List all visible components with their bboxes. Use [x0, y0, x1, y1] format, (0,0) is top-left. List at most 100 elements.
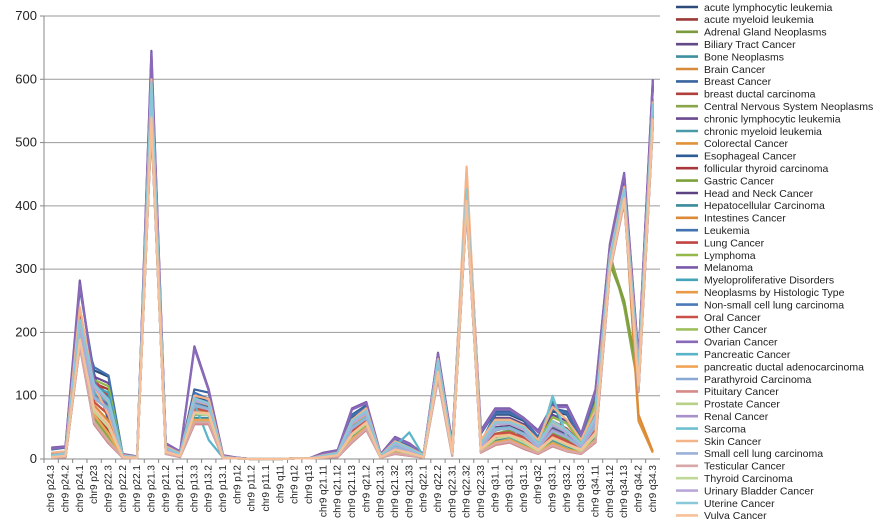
y-tick-label: 200 — [15, 324, 37, 339]
x-tick-label: chr9 q21.33 — [404, 465, 415, 518]
legend-label: acute lymphocytic leukemia — [704, 2, 833, 14]
legend-label: chronic myeloid leukemia — [704, 126, 822, 138]
x-tick-label: chr9 q13 — [304, 465, 315, 504]
y-tick-label: 0 — [30, 451, 37, 466]
y-tick-label: 700 — [15, 8, 37, 23]
x-tick-label: chr9 q22.2 — [433, 465, 444, 513]
y-tick-label: 100 — [15, 388, 37, 403]
legend-label: Myeloproliferative Disorders — [704, 275, 834, 287]
legend-label: Neoplasms by Histologic Type — [704, 287, 845, 299]
legend-label: Bone Neoplasms — [704, 51, 784, 63]
legend-label: Breast Cancer — [704, 76, 772, 88]
x-tick-label: chr9 q22.33 — [476, 465, 487, 518]
legend-label: Testicular Cancer — [704, 461, 786, 473]
legend-label: Brain Cancer — [704, 64, 766, 76]
legend-label: Gastric Cancer — [704, 175, 775, 187]
legend-label: Urinary Bladder Cancer — [704, 485, 814, 497]
legend-label: Uterine Cancer — [704, 498, 775, 510]
x-tick-label: chr9 p24.2 — [60, 465, 71, 513]
x-tick-label: chr9 p11.2 — [247, 465, 258, 512]
x-tick-label: chr9 p23 — [89, 465, 100, 504]
x-tick-label: chr9 p12 — [232, 465, 243, 504]
axes — [43, 16, 660, 460]
legend-label: Vulva Cancer — [704, 510, 767, 522]
legend-label: Adrenal Gland Neoplasms — [704, 27, 827, 39]
x-tick-label: chr9 p22.3 — [103, 465, 114, 513]
x-tick-label: chr9 q34.2 — [634, 465, 645, 513]
legend-label: Ovarian Cancer — [704, 337, 778, 349]
series-line — [51, 81, 654, 461]
x-tick-label: chr9 q34.13 — [619, 465, 630, 518]
x-tick-label: chr9 q21.11 — [318, 465, 329, 518]
x-tick-label: chr9 q32 — [533, 465, 544, 504]
series-lines — [51, 49, 654, 461]
series-line — [51, 116, 654, 461]
legend-label: Skin Cancer — [704, 436, 762, 448]
x-tick-label: chr9 p13.3 — [189, 465, 200, 513]
x-tick-label: chr9 p11.1 — [261, 465, 272, 512]
x-tick-label: chr9 q31.3 — [519, 465, 530, 513]
x-tick-labels: chr9 p24.3 chr9 p24.2 chr9 p24.1 chr9 p23 ch… — [43, 459, 659, 518]
y-tick-labels: 0 100 200 300 400 500 600 700 — [15, 8, 37, 466]
x-tick-label: chr9 q21.12 — [333, 465, 344, 518]
legend-label: Sarcoma — [704, 423, 746, 435]
x-tick-label: chr9 p21.3 — [146, 465, 157, 513]
legend-label: Oral Cancer — [704, 312, 761, 324]
x-tick-label: chr9 q31.2 — [505, 465, 516, 513]
legend-label: Esophageal Cancer — [704, 151, 797, 163]
y-tick-label: 600 — [15, 71, 37, 86]
x-tick-label: chr9 q12 — [290, 465, 301, 504]
legend-label: Pancreatic Cancer — [704, 349, 791, 361]
legend-label: Parathyroid Carcinoma — [704, 374, 812, 386]
x-tick-label: chr9 q22.1 — [419, 465, 430, 513]
legend-label: Renal Cancer — [704, 411, 769, 423]
legend-label: Thyroid Carcinoma — [704, 473, 793, 485]
x-tick-label: chr9 q11 — [275, 465, 286, 504]
y-tick-label: 400 — [15, 198, 37, 213]
x-tick-label: chr9 q21.32 — [390, 465, 401, 518]
x-tick-label: chr9 q34.11 — [591, 465, 602, 518]
x-tick-label: chr9 p24.3 — [46, 465, 57, 513]
legend-label: Colorectal Cancer — [704, 138, 789, 150]
legend-label: Hepatocellular Carcinoma — [704, 200, 825, 212]
x-tick-label: chr9 q33.1 — [548, 465, 559, 513]
x-tick-label: chr9 p22.2 — [118, 465, 129, 513]
legend-label: Small cell lung carcinoma — [704, 448, 823, 460]
x-tick-label: chr9 q21.2 — [361, 465, 372, 513]
legend-label: Central Nervous System Neoplasms — [704, 101, 873, 113]
x-tick-label: chr9 p13.2 — [204, 465, 215, 513]
x-tick-label: chr9 p21.2 — [161, 465, 172, 513]
x-tick-label: chr9 p21.1 — [175, 465, 186, 513]
legend-label: Leukemia — [704, 225, 750, 237]
x-tick-label: chr9 q22.31 — [447, 465, 458, 518]
legend-label: Pituitary Cancer — [704, 386, 779, 398]
legend-label: follicular thyroid carcinoma — [704, 163, 828, 175]
legend-label: acute myeloid leukemia — [704, 14, 814, 26]
legend-label: chronic lymphocytic leukemia — [704, 113, 841, 125]
y-tick-label: 300 — [15, 261, 37, 276]
x-tick-label: chr9 q21.31 — [376, 465, 387, 518]
x-tick-label: chr9 q34.12 — [605, 465, 616, 518]
x-tick-label: chr9 q33.2 — [562, 465, 573, 513]
legend-label: Intestines Cancer — [704, 213, 786, 225]
x-tick-label: chr9 p13.1 — [218, 465, 229, 513]
legend-label: Non-small cell lung carcinoma — [704, 299, 844, 311]
x-tick-label: chr9 q31.1 — [490, 465, 501, 513]
legend-label: Other Cancer — [704, 324, 768, 336]
legend-label: pancreatic ductal adenocarcinoma — [704, 361, 864, 373]
x-tick-label: chr9 q34.3 — [648, 465, 659, 513]
legend-label: Melanoma — [704, 262, 753, 274]
legend-label: Head and Neck Cancer — [704, 188, 814, 200]
legend-label: Prostate Cancer — [704, 399, 780, 411]
x-tick-label: chr9 q22.32 — [462, 465, 473, 518]
legend-label: Biliary Tract Cancer — [704, 39, 796, 51]
x-tick-label: chr9 q33.3 — [576, 465, 587, 513]
x-tick-label: chr9 p24.1 — [75, 465, 86, 513]
y-tick-label: 500 — [15, 135, 37, 150]
legend-label: Lung Cancer — [704, 237, 765, 249]
x-tick-label: chr9 q21.13 — [347, 465, 358, 518]
legend-label: breast ductal carcinoma — [704, 89, 816, 101]
